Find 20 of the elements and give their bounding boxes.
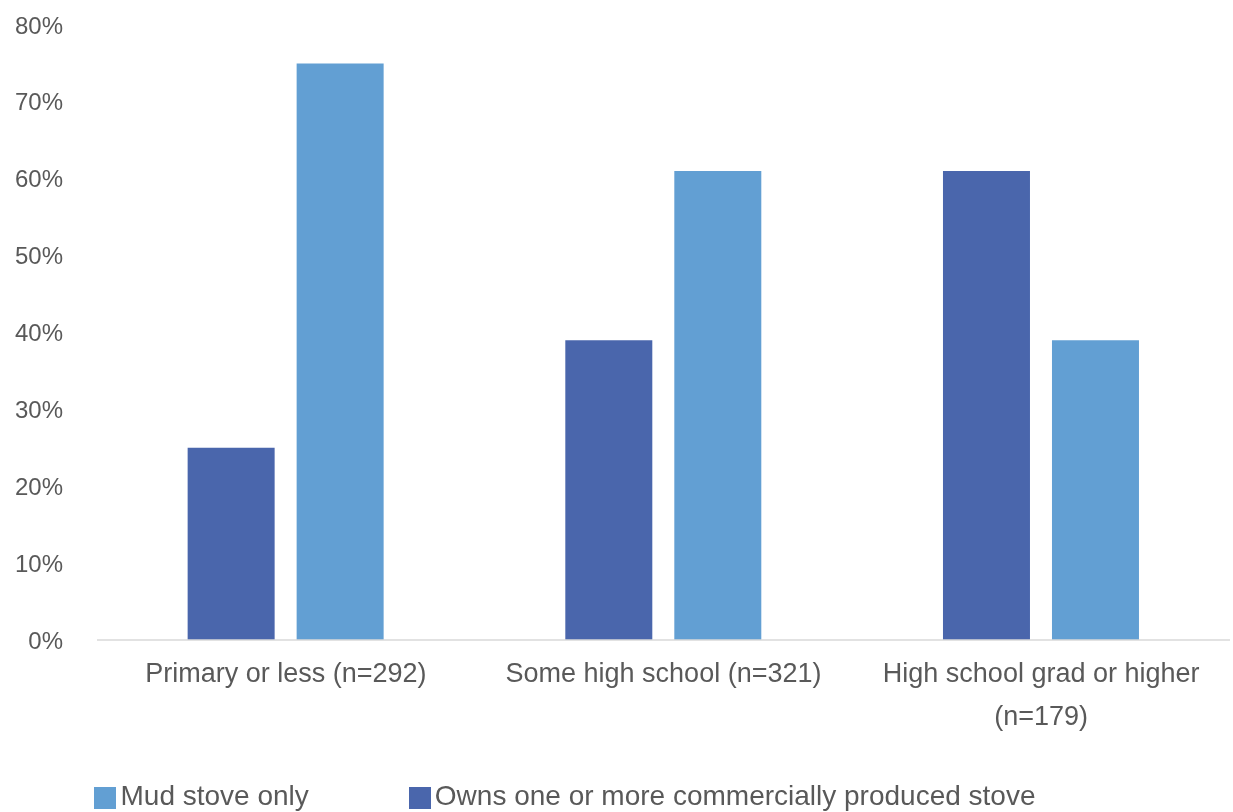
y-tick-label: 60% xyxy=(14,165,63,193)
bar xyxy=(1051,340,1139,640)
y-tick-label: 0% xyxy=(28,626,63,654)
y-tick-label: 70% xyxy=(14,88,63,116)
legend-label: Mud stove only xyxy=(120,780,309,811)
y-tick-label: 20% xyxy=(14,472,63,500)
x-tick-label: Primary or less (n=292) xyxy=(145,658,427,688)
legend-label: Owns one or more commercially produced stove xyxy=(434,780,1036,811)
bar xyxy=(565,340,653,640)
y-tick-label: 80% xyxy=(14,11,63,39)
y-tick-label: 10% xyxy=(14,549,63,577)
bar xyxy=(296,63,384,640)
y-tick-label: 40% xyxy=(14,319,63,347)
y-tick-label: 30% xyxy=(14,395,63,423)
x-tick-label: High school grad or higher (n=179) xyxy=(882,658,1200,731)
bar xyxy=(942,171,1030,640)
y-tick-label: 50% xyxy=(14,242,63,270)
bar xyxy=(674,171,762,640)
x-tick-label: Some high school (n=321) xyxy=(505,658,822,688)
bar xyxy=(187,447,275,640)
